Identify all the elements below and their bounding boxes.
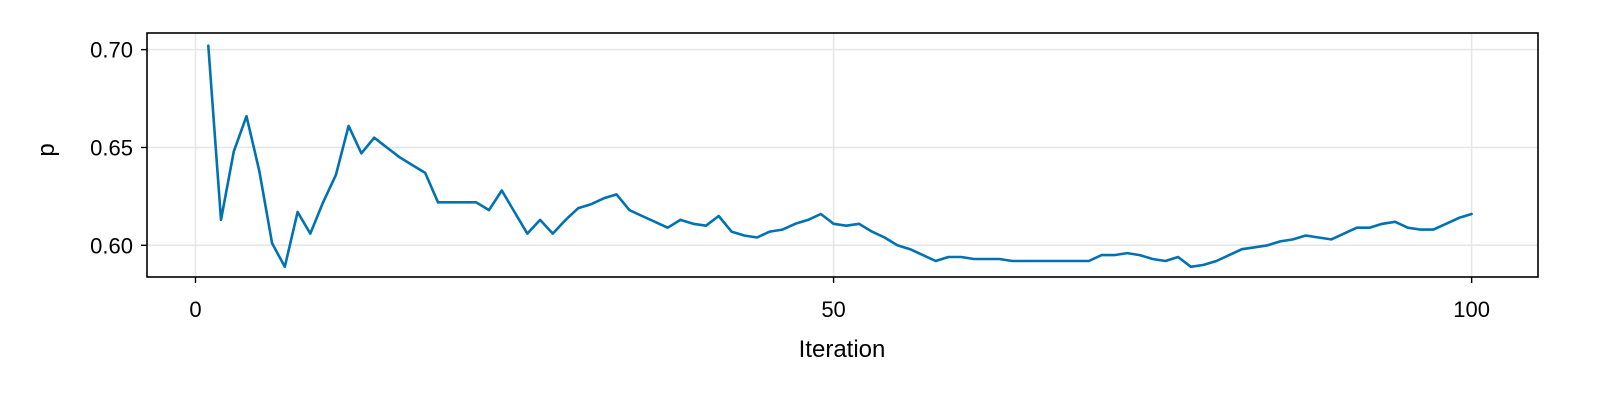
- x-axis-ticks: 0 50 100: [189, 277, 1490, 322]
- y-axis-label: p: [33, 143, 60, 156]
- x-gridlines: [194, 33, 1473, 277]
- x-tick-label: 100: [1453, 297, 1490, 322]
- y-tick-label: 0.60: [90, 233, 133, 258]
- x-tick-label: 0: [189, 297, 201, 322]
- x-axis-label: Iteration: [799, 336, 886, 363]
- y-tick-label: 0.70: [90, 38, 133, 63]
- y-tick-label: 0.65: [90, 135, 133, 160]
- x-tick-label: 50: [821, 297, 845, 322]
- y-gridlines: [147, 48, 1538, 247]
- series-line: [207, 44, 1473, 269]
- plot-frame: [146, 32, 1539, 278]
- y-axis-ticks: 0.60 0.65 0.70: [90, 38, 147, 258]
- series-layer: [207, 44, 1473, 269]
